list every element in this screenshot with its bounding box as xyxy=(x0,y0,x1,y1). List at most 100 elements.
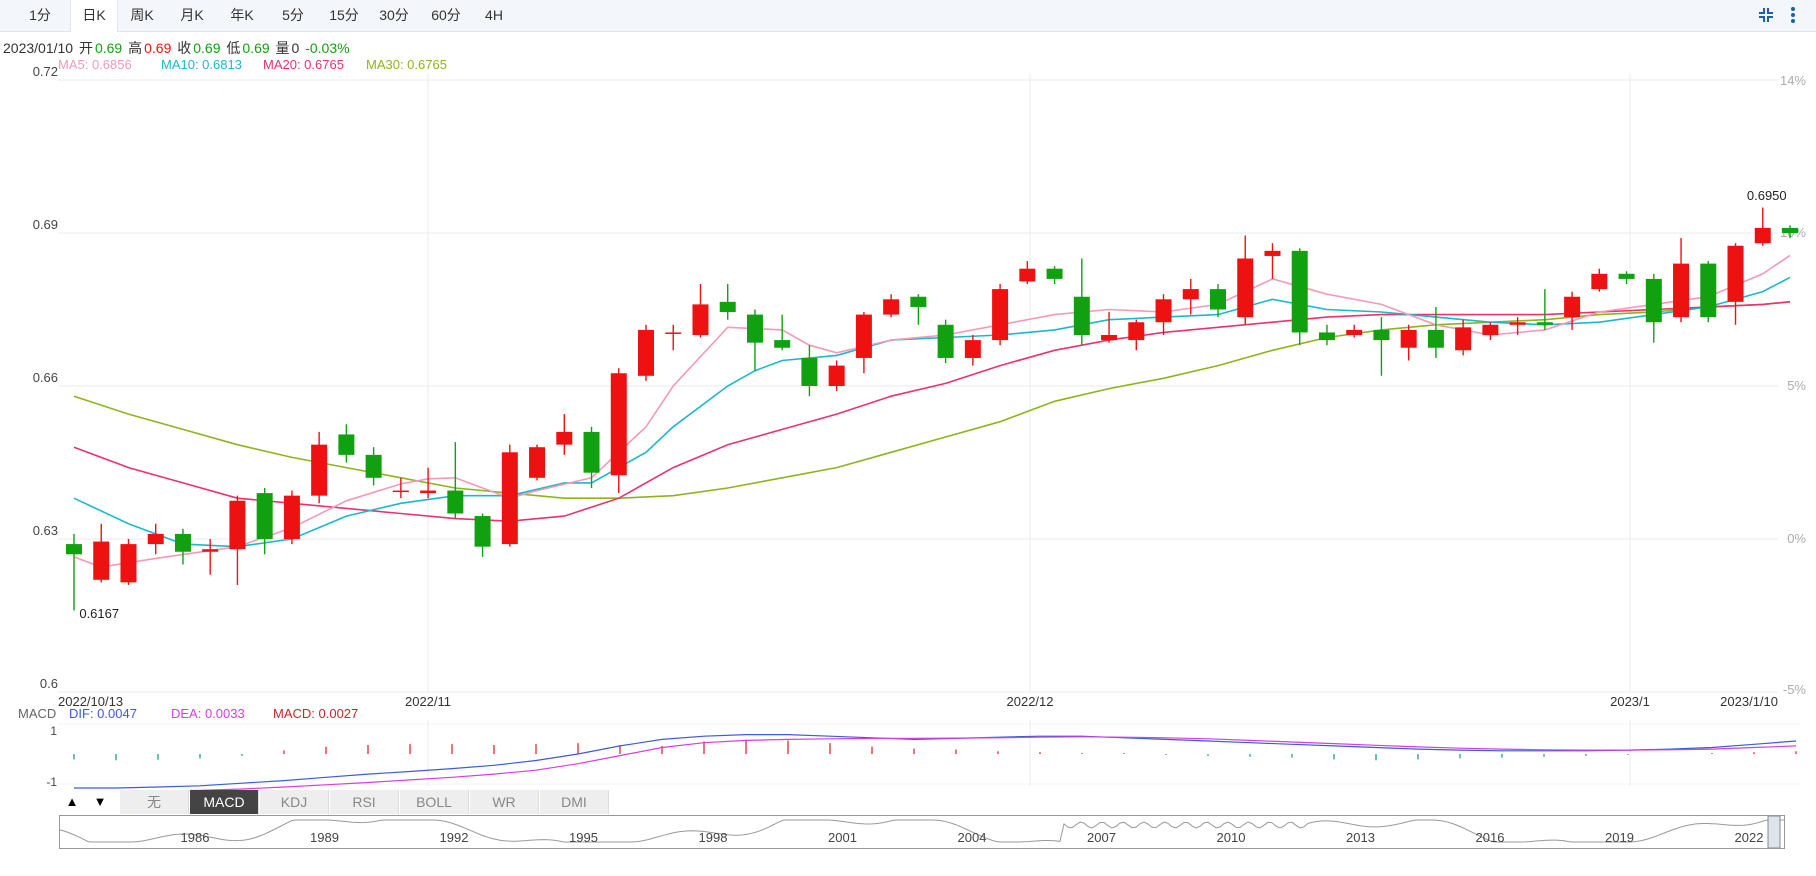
candlestick-chart[interactable]: 0.720.690.660.630.614%10%5%0%-5%2022/10/… xyxy=(0,0,1816,790)
indicator-6[interactable]: DMI xyxy=(540,790,609,814)
navigator-chart: 1986 1989 1992 1995 1998 2001 2004 2007 2010 2013… xyxy=(59,815,1784,849)
change-value: -0.03% xyxy=(305,40,350,56)
navigator-year-label: 1992 xyxy=(440,830,469,845)
candle-body xyxy=(556,431,573,445)
timeframe-bar: 1分 日K 周K 月K 年K 5分 15分 30分 60分 4H xyxy=(0,0,1816,32)
candle-body xyxy=(1536,322,1553,325)
indicator-0[interactable]: 无 xyxy=(120,790,189,814)
candle-body xyxy=(746,314,763,343)
ma30-label: MA30: 0.6765 xyxy=(366,57,447,72)
candle-body xyxy=(1700,263,1717,318)
tab-3[interactable]: 月K xyxy=(180,7,204,23)
candle-body xyxy=(474,516,491,547)
tab-9[interactable]: 4H xyxy=(485,7,503,23)
right-tick-label: 14% xyxy=(1780,73,1806,88)
low-value: 0.69 xyxy=(242,40,270,56)
tab-8[interactable]: 60分 xyxy=(431,7,461,23)
indicator-4[interactable]: BOLL xyxy=(400,790,469,814)
tab-2[interactable]: 周K xyxy=(130,7,154,23)
navigator-year-label: 2013 xyxy=(1346,830,1375,845)
dea-label: DEA: 0.0033 xyxy=(171,706,245,721)
candle-body xyxy=(1482,324,1499,335)
candle-body xyxy=(1455,327,1472,351)
candle-body xyxy=(719,301,736,313)
vol-label: 量 xyxy=(275,40,290,56)
tab-6[interactable]: 15分 xyxy=(329,7,359,23)
info-date: 2023/01/10 xyxy=(3,40,74,56)
low-label: 低 xyxy=(226,40,241,56)
macd-y-top: 1 xyxy=(50,724,57,738)
navigator-year-label: 2022 xyxy=(1735,830,1764,845)
candle-body xyxy=(338,434,355,455)
more-vert-icon[interactable] xyxy=(1787,4,1799,26)
candle-body xyxy=(1155,299,1172,323)
candle-body xyxy=(1754,227,1771,244)
candle-body xyxy=(855,314,872,358)
tab-5[interactable]: 5分 xyxy=(282,7,304,23)
high-label: 高 xyxy=(128,40,143,56)
ma5-label: MA5: 0.6856 xyxy=(58,57,132,72)
ma10-label: MA10: 0.6813 xyxy=(161,57,242,72)
candle-body xyxy=(256,493,273,539)
candle-body xyxy=(883,299,900,315)
arrow-up-button[interactable]: ▲ xyxy=(65,794,79,809)
candle-body xyxy=(1373,329,1390,341)
candle-body xyxy=(66,544,82,555)
candle-body xyxy=(1128,322,1145,341)
tab-1[interactable]: 日K xyxy=(70,0,118,32)
macd-value-label: MACD: 0.0027 xyxy=(273,706,358,721)
indicator-3[interactable]: RSI xyxy=(330,790,399,814)
tab-7[interactable]: 30分 xyxy=(379,7,409,23)
navigator-year-label: 1998 xyxy=(699,830,728,845)
y-tick-label: 0.72 xyxy=(33,64,58,79)
candle-body xyxy=(311,444,328,496)
range-navigator[interactable]: 1986 1989 1992 1995 1998 2001 2004 2007 2010 2013… xyxy=(59,815,1785,849)
candle-body xyxy=(1509,322,1526,325)
navigator-year-label: 2016 xyxy=(1476,830,1505,845)
y-tick-label: 0.66 xyxy=(33,370,58,385)
candle-body xyxy=(638,329,654,376)
navigator-year-label: 1995 xyxy=(569,830,598,845)
x-tick-label: 2022/10/13 xyxy=(58,694,123,709)
close-value: 0.69 xyxy=(193,40,221,56)
candle-body xyxy=(1237,258,1254,318)
candle-body xyxy=(1019,268,1036,282)
navigator-year-label: 1986 xyxy=(181,830,210,845)
dif-label: DIF: 0.0047 xyxy=(69,706,137,721)
candle-body xyxy=(610,373,627,476)
right-tick-label: 5% xyxy=(1787,378,1806,393)
x-tick-label: 2022/12 xyxy=(1007,694,1054,709)
collapse-icon[interactable] xyxy=(1755,4,1777,26)
dif-line xyxy=(74,733,1797,789)
high-annotation: 0.6950 xyxy=(1747,188,1787,203)
candle-body xyxy=(583,431,600,473)
indicator-2[interactable]: KDJ xyxy=(260,790,329,814)
arrow-down-button[interactable]: ▼ xyxy=(93,794,107,809)
candle-body xyxy=(202,549,219,552)
close-label: 收 xyxy=(177,40,192,56)
indicator-1[interactable]: MACD xyxy=(190,790,259,814)
y-tick-label: 0.69 xyxy=(33,217,58,232)
candle-body xyxy=(447,490,464,514)
candle-body xyxy=(774,340,791,348)
candle-body xyxy=(1782,227,1798,233)
tab-4[interactable]: 年K xyxy=(230,7,254,23)
tab-0[interactable]: 1分 xyxy=(29,7,51,23)
indicator-5[interactable]: WR xyxy=(470,790,539,814)
candle-body xyxy=(1346,329,1363,335)
candle-body xyxy=(1101,335,1118,341)
candle-body xyxy=(1727,245,1744,302)
macd-label: MACD xyxy=(18,706,56,721)
ma5-line xyxy=(73,254,1791,568)
candle-body xyxy=(1400,329,1417,348)
candle-body xyxy=(665,332,682,334)
candle-body xyxy=(420,490,437,494)
right-tick-label: -5% xyxy=(1783,682,1807,697)
candle-body xyxy=(120,544,137,583)
navigator-year-label: 2010 xyxy=(1217,830,1246,845)
dea-line xyxy=(178,736,1797,790)
candle-body xyxy=(937,324,954,358)
navigator-year-label: 2007 xyxy=(1087,830,1116,845)
vol-value: 0 xyxy=(291,40,300,56)
candle-body xyxy=(1046,268,1063,279)
